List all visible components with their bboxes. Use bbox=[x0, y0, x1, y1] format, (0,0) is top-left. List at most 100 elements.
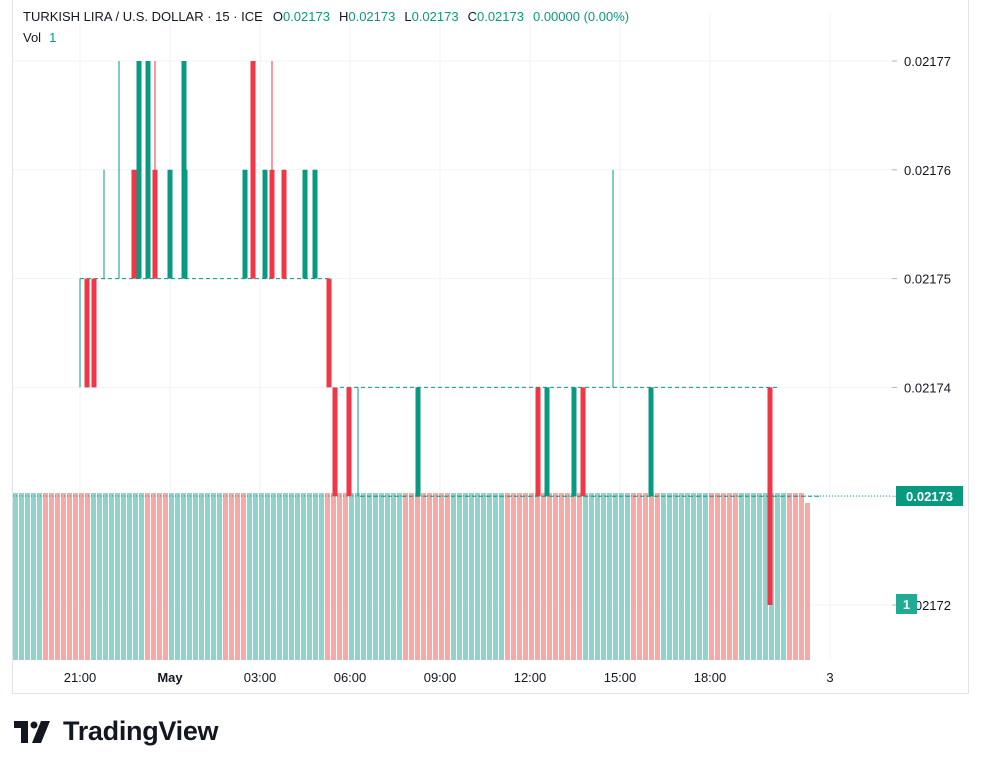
volume-bar bbox=[469, 493, 474, 660]
volume-bar bbox=[211, 493, 216, 660]
x-tick-label: 12:00 bbox=[514, 670, 547, 685]
volume-bar bbox=[793, 493, 798, 660]
volume-bar bbox=[241, 493, 246, 660]
volume-value: 1 bbox=[49, 29, 57, 45]
tradingview-logo-icon bbox=[14, 720, 50, 743]
volume-bar bbox=[463, 493, 468, 660]
volume-bar bbox=[637, 493, 642, 660]
volume-bar bbox=[91, 493, 96, 660]
candle-body bbox=[145, 61, 151, 279]
volume-bar bbox=[805, 503, 810, 660]
volume-bar bbox=[229, 493, 234, 660]
volume-bar bbox=[733, 493, 738, 660]
volume-bar bbox=[277, 493, 282, 660]
volume-bar bbox=[289, 493, 294, 660]
volume-bar bbox=[337, 493, 342, 660]
volume-bar bbox=[517, 493, 522, 660]
volume-bar bbox=[601, 493, 606, 660]
candle-body bbox=[167, 169, 173, 279]
volume-bar bbox=[97, 493, 102, 660]
volume-bar bbox=[673, 493, 678, 660]
volume-bar bbox=[217, 493, 222, 660]
volume-bar bbox=[649, 493, 654, 660]
volume-bar bbox=[523, 493, 528, 660]
volume-bar bbox=[541, 493, 546, 660]
volume-bar bbox=[367, 493, 372, 660]
volume-bar bbox=[391, 493, 396, 660]
volume-bar bbox=[205, 493, 210, 660]
candle-body bbox=[262, 169, 268, 279]
volume-bar bbox=[577, 493, 582, 660]
volume-bar bbox=[307, 493, 312, 660]
symbol-title[interactable]: TURKISH LIRA / U.S. DOLLAR · 15 · ICE bbox=[23, 8, 263, 24]
volume-bar bbox=[25, 493, 30, 660]
volume-bar bbox=[457, 493, 462, 660]
volume-bar bbox=[103, 493, 108, 660]
volume-bar bbox=[529, 493, 534, 660]
candle-body bbox=[131, 169, 137, 279]
volume-bar bbox=[19, 493, 24, 660]
open-label: O bbox=[272, 8, 283, 24]
tradingview-logo[interactable]: TradingView bbox=[14, 716, 219, 747]
chart-frame[interactable] bbox=[12, 0, 969, 694]
open-value: 0.02173 bbox=[282, 8, 330, 24]
change-value: 0.00000 (0.00%) bbox=[532, 8, 630, 24]
x-tick-label: 03:00 bbox=[244, 670, 277, 685]
volume-bar bbox=[421, 493, 426, 660]
y-tick-label: 0.02176 bbox=[904, 163, 951, 178]
volume-bar bbox=[55, 493, 60, 660]
volume-bar bbox=[757, 493, 762, 660]
high-value: 0.02173 bbox=[348, 8, 396, 24]
candle-body bbox=[269, 169, 275, 279]
candle-body bbox=[326, 278, 332, 388]
volume-bar bbox=[403, 493, 408, 660]
volume-bar bbox=[133, 493, 138, 660]
volume-bar bbox=[679, 493, 684, 660]
y-tick-label: 0.02174 bbox=[904, 380, 951, 395]
volume-bar bbox=[373, 493, 378, 660]
candle-body bbox=[535, 387, 541, 497]
volume-bar bbox=[535, 493, 540, 660]
x-tick-label: 06:00 bbox=[334, 670, 367, 685]
candle-body bbox=[648, 387, 654, 497]
volume-bar bbox=[691, 493, 696, 660]
x-tick-label: 18:00 bbox=[694, 670, 727, 685]
volume-bar bbox=[607, 493, 612, 660]
volume-bar bbox=[283, 493, 288, 660]
volume-bar bbox=[265, 493, 270, 660]
volume-label[interactable]: Vol bbox=[23, 29, 42, 45]
volume-bar bbox=[763, 493, 768, 660]
volume-bar bbox=[445, 493, 450, 660]
volume-bar bbox=[127, 493, 132, 660]
volume-bar bbox=[139, 493, 144, 660]
candle-body bbox=[571, 387, 577, 497]
volume-bar bbox=[703, 493, 708, 660]
x-tick-label: 21:00 bbox=[64, 670, 97, 685]
volume-bar bbox=[505, 493, 510, 660]
volume-bar bbox=[559, 493, 564, 660]
volume-bar bbox=[295, 493, 300, 660]
candle-body bbox=[415, 387, 421, 497]
volume-bar bbox=[775, 493, 780, 660]
volume-bar bbox=[37, 493, 42, 660]
last-price-tag: 0.02173 bbox=[896, 486, 963, 506]
candle-body bbox=[580, 387, 586, 497]
volume-bar bbox=[193, 493, 198, 660]
volume-bar bbox=[751, 493, 756, 660]
volume-bar bbox=[619, 493, 624, 660]
volume-bar bbox=[385, 493, 390, 660]
volume-bar bbox=[43, 493, 48, 660]
volume-bar bbox=[343, 493, 348, 660]
volume-bar bbox=[67, 493, 72, 660]
volume-bars bbox=[13, 493, 810, 660]
volume-bar bbox=[175, 493, 180, 660]
volume-bar bbox=[271, 493, 276, 660]
volume-bar bbox=[439, 493, 444, 660]
volume-bar bbox=[697, 493, 702, 660]
chart-svg[interactable]: 0.02177 0.02176 0.02175 0.02174 0.02173 0.021… bbox=[0, 0, 982, 700]
candle-body bbox=[346, 387, 352, 497]
volume-bar bbox=[223, 493, 228, 660]
volume-bar bbox=[481, 493, 486, 660]
volume-bar bbox=[655, 493, 660, 660]
